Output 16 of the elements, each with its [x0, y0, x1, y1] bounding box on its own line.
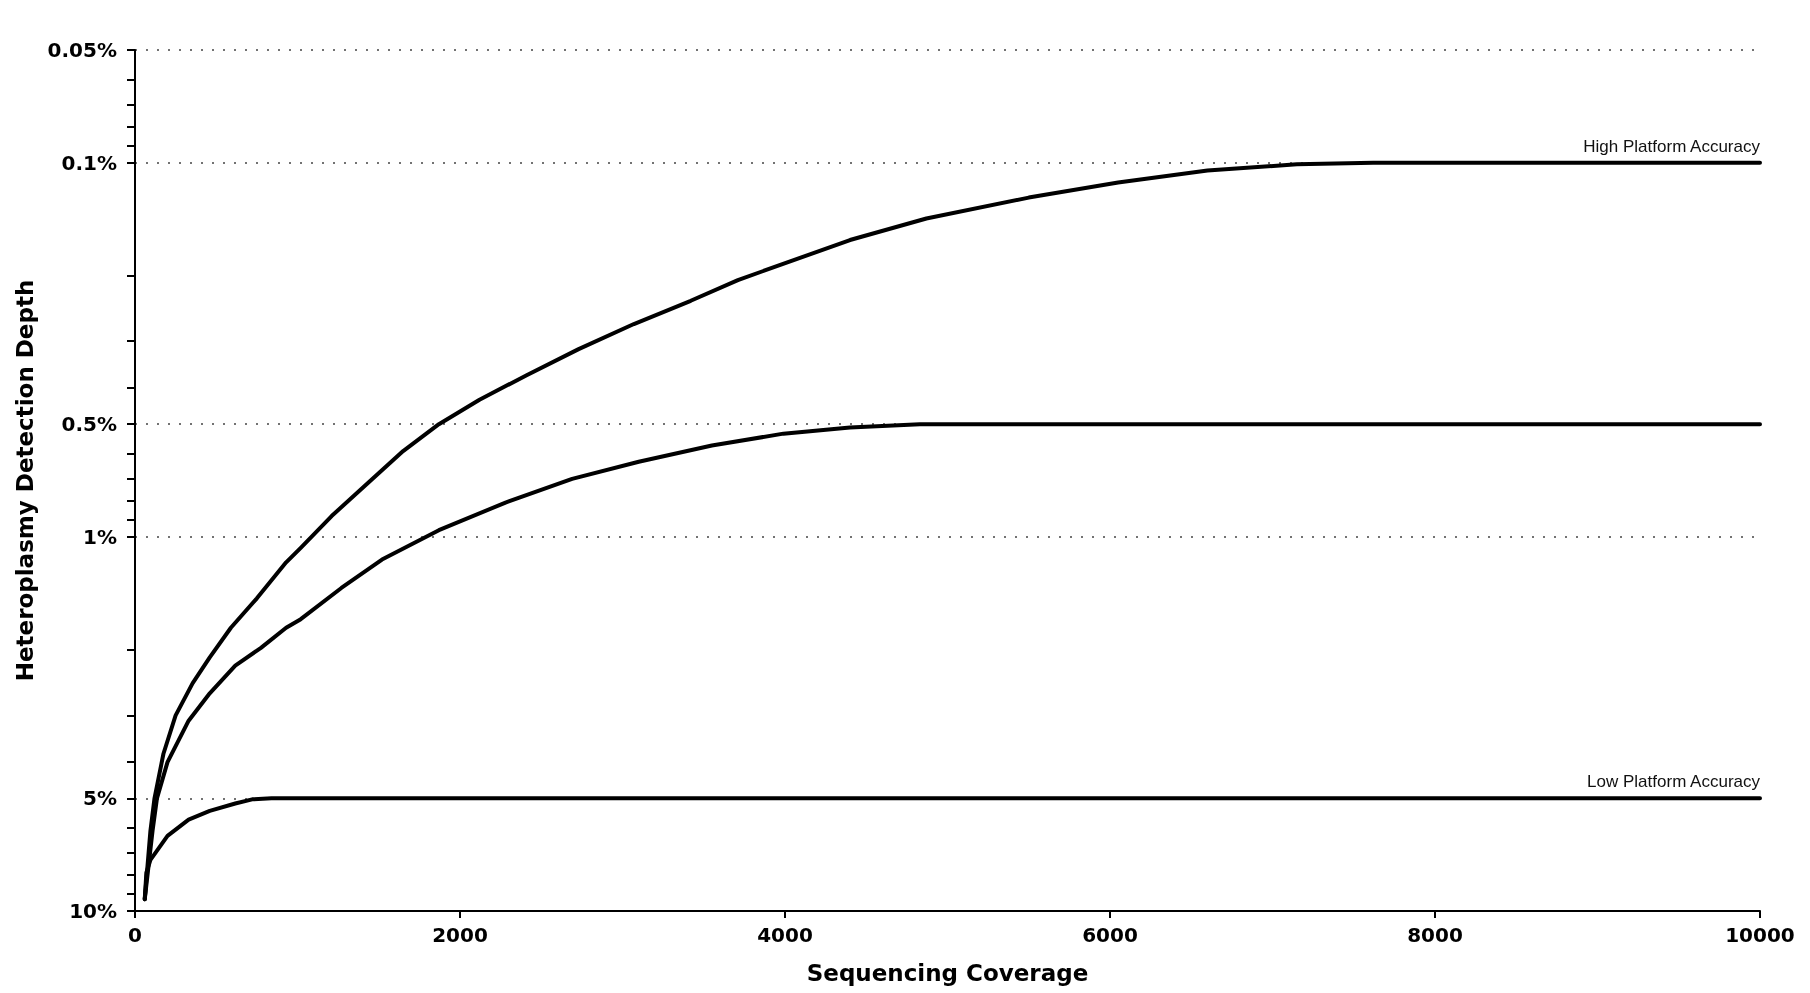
- y-tick-label: 10%: [69, 899, 117, 923]
- x-tick-label: 6000: [1082, 923, 1138, 947]
- x-tick-label: 4000: [757, 923, 813, 947]
- x-axis-title: Sequencing Coverage: [806, 959, 1089, 986]
- y-tick-label: 5%: [83, 786, 117, 811]
- x-tick-label: 2000: [432, 923, 488, 947]
- x-tick-label: 8000: [1407, 923, 1463, 947]
- x-tick-label: 0: [128, 923, 142, 947]
- y-tick-label: 0.1%: [61, 150, 117, 175]
- y-tick-label: 0.5%: [61, 412, 117, 437]
- x-tick-label: 10000: [1725, 923, 1795, 947]
- series-label: High Platform Accuracy: [1583, 136, 1761, 156]
- y-tick-label: 0.05%: [47, 38, 117, 62]
- y-tick-label: 1%: [83, 524, 117, 549]
- y-axis-title: Heteroplasmy Detection Depth: [12, 279, 39, 682]
- series-label: Low Platform Accuracy: [1587, 772, 1761, 792]
